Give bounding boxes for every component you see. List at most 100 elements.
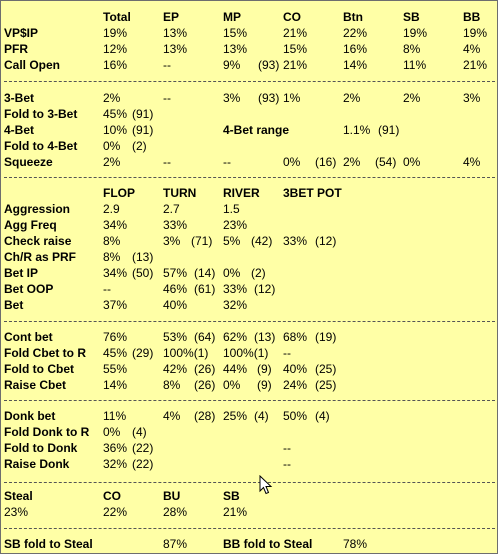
call-open-co: 21% (283, 58, 308, 72)
bet-ip-river: 0% (223, 266, 241, 280)
stat-label-bb-fold-to-steal: BB fold to Steal (223, 537, 313, 551)
col-header-turn: TURN (163, 186, 197, 200)
chr-as-prf-flop: 8% (103, 250, 121, 264)
stat-label-pfr: PFR (4, 42, 28, 56)
agg-freq-turn: 33% (163, 218, 188, 232)
stat-label-fold-to-3bet: Fold to 3-Bet (4, 107, 78, 121)
fold-to-cbet-river-count: (9) (257, 362, 272, 376)
cont-bet-river-count: (13) (254, 330, 276, 344)
donk-bet-turn: 4% (163, 409, 181, 423)
fold-cbet-to-r-3bet-pot: -- (283, 346, 291, 360)
bet-oop-river: 33% (223, 282, 248, 296)
raise-cbet-river-count: (9) (257, 378, 272, 392)
stat-label-sb-fold-to-steal: SB fold to Steal (4, 537, 93, 551)
stat-label-fold-to-cbet: Fold to Cbet (4, 362, 74, 376)
vpip-ep: 13% (163, 26, 188, 40)
stat-label-raise-donk: Raise Donk (4, 457, 70, 471)
mouse-pointer-icon (259, 474, 273, 498)
steal-header-sb: SB (223, 489, 240, 503)
bet-oop-flop: -- (103, 282, 111, 296)
stat-label-squeeze: Squeeze (4, 155, 53, 169)
section-divider (4, 528, 495, 529)
stat-label-bet-oop: Bet OOP (4, 282, 54, 296)
stat-label-fold-to-donk: Fold to Donk (4, 441, 78, 455)
fold-to-cbet-3bet-pot: 40% (283, 362, 308, 376)
vpip-sb: 19% (403, 26, 428, 40)
col-header-3bet-pot: 3BET POT (283, 186, 342, 200)
fold-cbet-to-r-turn: 100%(1) (163, 346, 209, 360)
3bet-co: 1% (283, 91, 301, 105)
stat-label-raise-cbet: Raise Cbet (4, 378, 67, 392)
agg-freq-flop: 34% (103, 218, 128, 232)
bet-ip-turn: 57% (163, 266, 188, 280)
pfr-mp: 13% (223, 42, 248, 56)
col-header-ep: EP (163, 10, 180, 24)
fold-donk-to-r-flop: 0% (103, 425, 121, 439)
cont-bet-river: 62% (223, 330, 248, 344)
col-header-mp: MP (223, 10, 241, 24)
fold-to-cbet-turn: 42% (163, 362, 188, 376)
call-open-ep: -- (163, 58, 171, 72)
call-open-btn: 14% (343, 58, 368, 72)
stat-label-agg-freq: Agg Freq (4, 218, 57, 232)
chr-as-prf-flop-count: (13) (132, 250, 154, 264)
check-raise-turn-count: (71) (191, 234, 213, 248)
fold-cbet-to-r-flop: 45% (103, 346, 128, 360)
squeeze-co-count: (16) (315, 155, 337, 169)
bet-ip-turn-count: (14) (194, 266, 216, 280)
squeeze-mp: -- (223, 155, 231, 169)
cont-bet-turn-count: (64) (194, 330, 216, 344)
call-open-bb: 21% (463, 58, 488, 72)
section-divider (4, 177, 495, 178)
fold-to-cbet-3bet-pot-count: (25) (315, 362, 337, 376)
section-divider (4, 321, 495, 322)
call-open-sb: 11% (403, 58, 427, 72)
check-raise-river-count: (42) (251, 234, 273, 248)
raise-cbet-3bet-pot-count: (25) (315, 378, 337, 392)
section-divider (4, 400, 495, 401)
3bet-btn: 2% (343, 91, 361, 105)
raise-donk-flop: 32% (103, 457, 128, 471)
fold-to-3bet-count: (91) (132, 107, 154, 121)
aggression-turn: 2.7 (163, 202, 180, 216)
stat-label-4bet: 4-Bet (4, 123, 35, 137)
3bet-ep: -- (163, 91, 171, 105)
4bet-range-count: (91) (378, 123, 400, 137)
stat-label-steal: Steal (4, 489, 33, 503)
check-raise-flop: 8% (103, 234, 121, 248)
squeeze-btn-count: (54) (375, 155, 397, 169)
fold-to-3bet-total: 45% (103, 107, 128, 121)
raise-donk-3bet-pot: -- (283, 457, 291, 471)
fold-cbet-to-r-river: 100%(1) (223, 346, 269, 360)
section-divider (4, 81, 495, 82)
4bet-count: (91) (132, 123, 154, 137)
donk-bet-river-count: (4) (254, 409, 269, 423)
stat-label-check-raise: Check raise (4, 234, 72, 248)
aggression-flop: 2.9 (103, 202, 120, 216)
squeeze-total: 2% (103, 155, 121, 169)
pfr-co: 15% (283, 42, 308, 56)
squeeze-bb: 4% (463, 155, 481, 169)
bet-ip-river-count: (2) (251, 266, 266, 280)
steal-header-bu: BU (163, 489, 181, 503)
call-open-mp-count: (93) (258, 58, 280, 72)
call-open-total: 16% (103, 58, 128, 72)
cont-bet-turn: 53% (163, 330, 188, 344)
aggression-river: 1.5 (223, 202, 240, 216)
4bet-total: 10% (103, 123, 128, 137)
stat-label-bet-ip: Bet IP (4, 266, 39, 280)
fold-to-donk-3bet-pot: -- (283, 441, 291, 455)
stat-label-donk-bet: Donk bet (4, 409, 56, 423)
stat-label-fold-cbet-to-r: Fold Cbet to R (4, 346, 86, 360)
vpip-bb: 19% (463, 26, 488, 40)
bet-ip-flop-count: (50) (132, 266, 154, 280)
donk-bet-3bet-pot: 50% (283, 409, 308, 423)
steal-header-co: CO (103, 489, 121, 503)
check-raise-3bet-pot: 33% (283, 234, 308, 248)
raise-cbet-3bet-pot: 24% (283, 378, 308, 392)
raise-cbet-turn: 8% (163, 378, 181, 392)
bet-flop: 37% (103, 298, 128, 312)
fold-to-donk-flop: 36% (103, 441, 128, 455)
3bet-mp-count: (93) (258, 91, 280, 105)
